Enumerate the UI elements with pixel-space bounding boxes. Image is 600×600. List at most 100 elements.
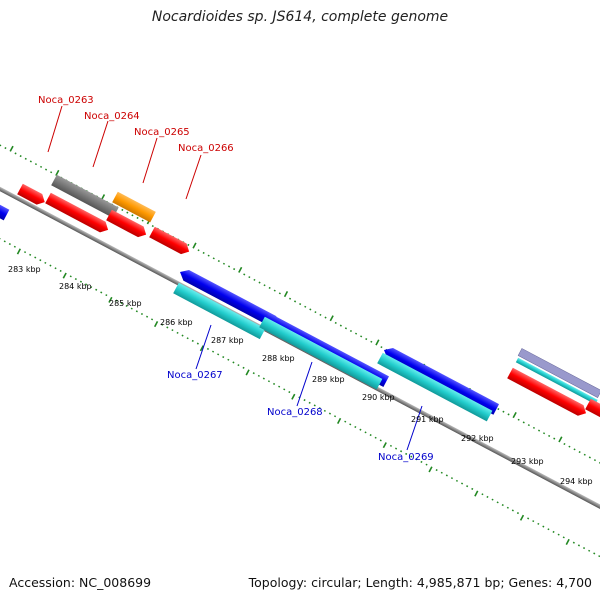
minor-tick <box>232 361 235 364</box>
bottom-leader-lines <box>195 324 423 451</box>
minor-tick <box>593 459 597 462</box>
minor-tick <box>14 152 17 155</box>
minor-tick <box>354 332 358 335</box>
minor-tick <box>303 399 306 402</box>
minor-tick <box>207 254 210 257</box>
minor-tick <box>211 350 215 353</box>
gene-noca-0263 <box>51 174 119 219</box>
minor-tick <box>34 256 37 259</box>
minor-tick <box>374 436 377 439</box>
minor-tick <box>299 303 302 306</box>
minor-tick <box>304 305 307 308</box>
major-tick <box>375 339 380 346</box>
major-tick <box>55 169 60 176</box>
minor-tick <box>583 453 586 456</box>
kbp-label: 289 kbp <box>312 375 345 384</box>
major-tick <box>336 417 342 424</box>
map-title: Nocardioides sp. JS614, complete genome <box>151 9 449 25</box>
minor-tick <box>344 327 348 330</box>
minor-tick <box>90 286 93 289</box>
minor-tick <box>360 335 363 338</box>
minor-tick <box>202 251 205 254</box>
minor-tick <box>278 292 281 295</box>
minor-tick <box>161 323 164 326</box>
minor-tick <box>171 329 174 332</box>
minor-tick <box>4 147 7 150</box>
gene-label-noca-0266: Noca_0266 <box>178 143 234 154</box>
minor-tick <box>339 324 342 327</box>
accession-text: Accession: NC_008699 <box>9 575 152 590</box>
minor-tick <box>24 157 27 160</box>
minor-tick <box>486 495 489 498</box>
minor-tick <box>95 288 98 291</box>
minor-tick <box>542 432 546 435</box>
minor-tick <box>425 463 428 466</box>
minor-tick <box>217 260 220 263</box>
minor-tick <box>136 216 139 219</box>
gene-noca-0262 <box>17 183 45 205</box>
minor-tick <box>151 224 154 228</box>
minor-tick <box>44 168 48 171</box>
major-tick <box>329 315 334 322</box>
minor-tick <box>13 245 16 248</box>
minor-tick <box>324 316 327 319</box>
minor-tick <box>319 313 322 316</box>
minor-tick <box>222 262 226 265</box>
minor-tick <box>186 337 189 340</box>
minor-tick <box>313 404 316 407</box>
minor-tick <box>553 437 556 440</box>
minor-tick <box>537 522 540 525</box>
gene-noca-0266 <box>106 209 147 238</box>
minor-tick <box>445 474 448 477</box>
gene-label-noca-0268: Noca_0268 <box>267 407 323 418</box>
major-tick <box>283 291 289 298</box>
minor-tick <box>334 321 337 324</box>
minor-tick <box>105 294 108 297</box>
minor-tick <box>333 415 337 418</box>
minor-tick <box>349 329 353 333</box>
minor-tick <box>502 410 505 413</box>
minor-tick <box>410 455 413 458</box>
minor-tick <box>593 552 596 555</box>
minor-tick <box>394 447 398 450</box>
minor-tick <box>69 275 72 278</box>
minor-tick <box>3 240 6 243</box>
minor-tick <box>181 334 184 337</box>
minor-tick <box>578 451 581 454</box>
minor-tick <box>455 479 459 482</box>
minor-tick <box>44 261 47 264</box>
minor-tick <box>278 385 281 388</box>
minor-tick <box>39 259 42 262</box>
gene-noca-0265 <box>112 191 156 223</box>
minor-tick <box>527 517 530 520</box>
minor-tick <box>262 377 265 380</box>
minor-tick <box>471 487 474 490</box>
minor-tick <box>370 340 373 343</box>
major-tick <box>428 466 433 473</box>
minor-tick <box>460 482 464 485</box>
major-tick <box>16 248 22 255</box>
major-tick <box>245 369 250 376</box>
minor-tick <box>54 267 57 270</box>
minor-tick <box>39 165 43 168</box>
minor-tick <box>537 429 541 432</box>
minor-tick <box>344 420 347 423</box>
minor-tick <box>288 391 291 394</box>
gene-blue-1 <box>180 269 277 327</box>
minor-tick <box>49 264 52 267</box>
minor-tick <box>121 208 124 211</box>
minor-tick <box>481 493 484 496</box>
minor-tick <box>557 533 560 536</box>
minor-tick <box>497 408 500 411</box>
minor-tick <box>598 555 600 558</box>
gene-label-noca-0267: Noca_0267 <box>167 370 223 381</box>
kbp-label: 284 kbp <box>59 282 92 291</box>
minor-tick <box>379 439 382 442</box>
minor-tick <box>74 278 77 281</box>
minor-tick <box>176 331 179 334</box>
major-tick <box>108 296 113 303</box>
minor-tick <box>572 541 575 544</box>
minor-tick <box>222 356 225 359</box>
minor-tick <box>405 452 408 455</box>
minor-tick <box>516 512 520 515</box>
